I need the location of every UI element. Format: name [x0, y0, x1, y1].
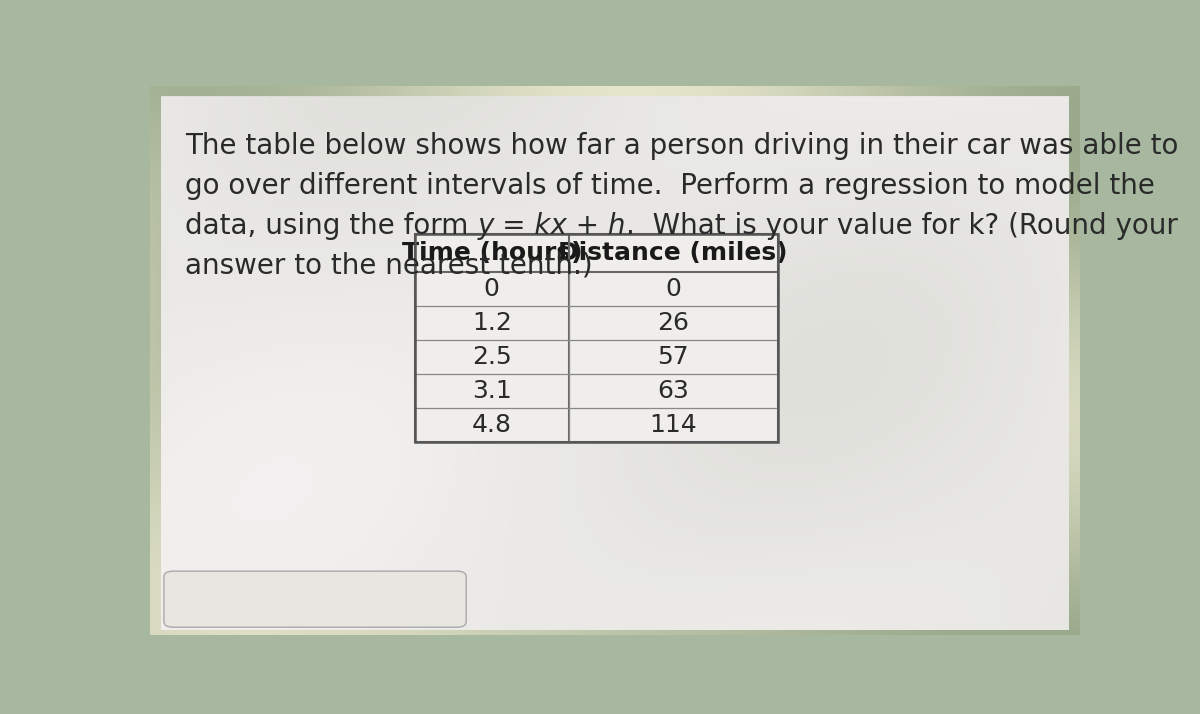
Text: 3.1: 3.1	[472, 379, 511, 403]
Text: Distance (miles): Distance (miles)	[558, 241, 788, 265]
FancyBboxPatch shape	[161, 96, 1069, 630]
Text: 0: 0	[484, 276, 499, 301]
Text: Time (hours): Time (hours)	[402, 241, 582, 265]
Text: answer to the nearest tenth.): answer to the nearest tenth.)	[185, 251, 593, 279]
Text: 63: 63	[658, 379, 689, 403]
Text: 1.2: 1.2	[472, 311, 511, 335]
Text: The table below shows how far a person driving in their car was able to: The table below shows how far a person d…	[185, 132, 1178, 161]
Text: go over different intervals of time.  Perform a regression to model the: go over different intervals of time. Per…	[185, 172, 1156, 200]
Text: 57: 57	[658, 345, 689, 368]
Text: .  What is your value for k? (Round your: . What is your value for k? (Round your	[626, 211, 1178, 240]
Text: y = kx + h: y = kx + h	[478, 211, 626, 240]
Text: 4.8: 4.8	[472, 413, 511, 437]
Text: data, using the form: data, using the form	[185, 211, 478, 240]
Text: 114: 114	[649, 413, 697, 437]
FancyBboxPatch shape	[164, 571, 467, 627]
Text: 26: 26	[658, 311, 689, 335]
Text: 0: 0	[665, 276, 682, 301]
FancyBboxPatch shape	[415, 234, 778, 442]
Text: 2.5: 2.5	[472, 345, 511, 368]
